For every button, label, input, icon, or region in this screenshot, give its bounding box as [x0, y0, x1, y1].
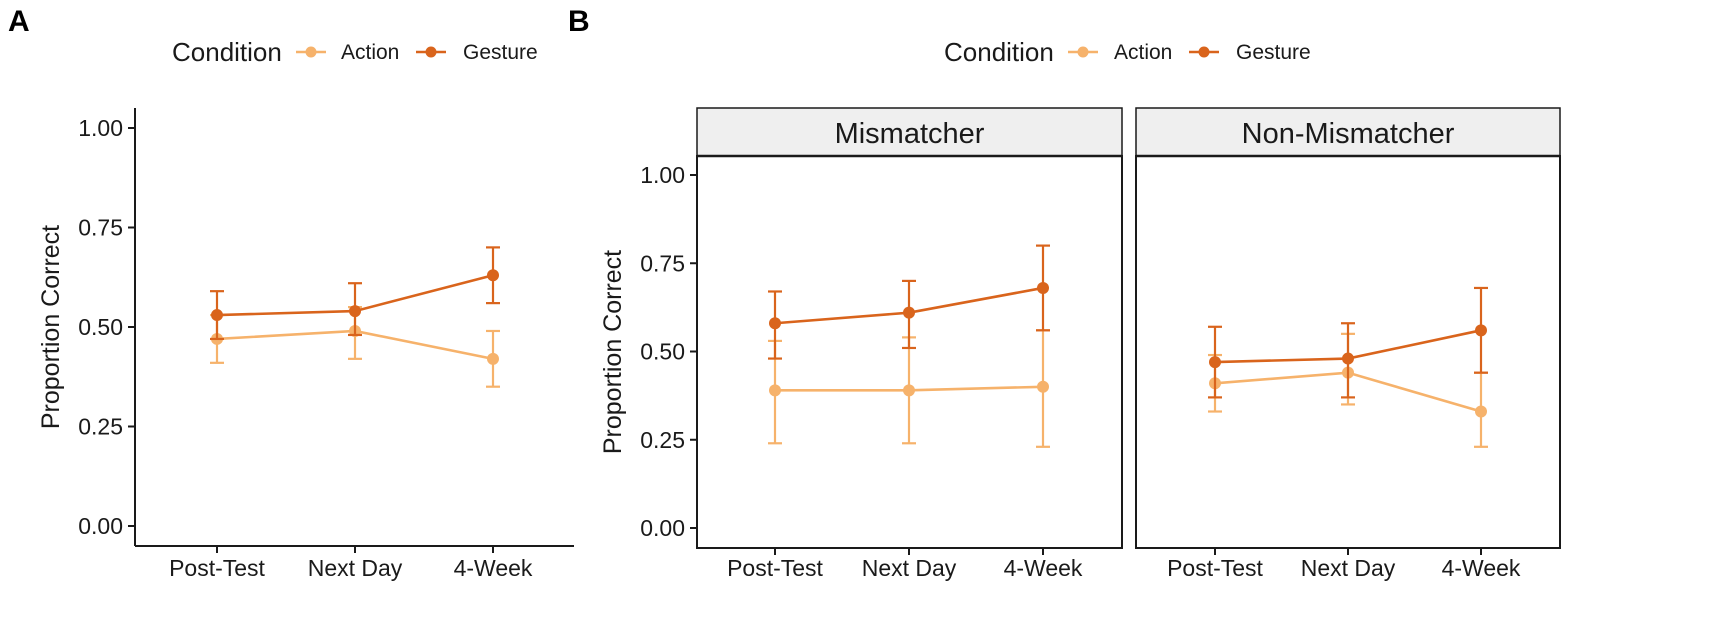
- mismatcher-x-tick-label: Post-Test: [727, 555, 823, 581]
- legend-b: Condition Action Gesture: [944, 37, 1311, 67]
- panel-a-marks: [210, 246, 500, 388]
- non-mismatcher-x-tick-label: 4-Week: [1442, 555, 1521, 581]
- mismatcher-y-tick-label: 0.25: [640, 427, 685, 453]
- non-mismatcher-gesture-point: [1475, 324, 1487, 337]
- legend-a-gesture-label: Gesture: [463, 41, 538, 64]
- panel-a-action-point: [487, 352, 499, 365]
- panel-a-y-axis-label: Proportion Correct: [37, 225, 65, 429]
- panel-a-x-tick-label: Next Day: [308, 555, 403, 581]
- non-mismatcher-gesture-point: [1209, 356, 1221, 369]
- legend-b-title: Condition: [944, 37, 1054, 67]
- mismatcher-x-tick-label: Next Day: [862, 555, 957, 581]
- mismatcher-gesture-point: [1037, 281, 1049, 294]
- panel-non-mismatcher-marks: [1208, 286, 1488, 448]
- mismatcher-gesture-point: [769, 317, 781, 330]
- panel-a-y-tick-label: 0.50: [78, 314, 123, 340]
- strip-mismatcher: [696, 107, 1123, 157]
- strip-non-mismatcher-label: Non-Mismatcher: [1242, 118, 1455, 150]
- panel-mismatcher-ticks: 0.00 0.25 0.50 0.75 1.00 Post-Test Next Day 4-W…: [640, 162, 1083, 581]
- mismatcher-y-tick-label: 0.75: [640, 250, 685, 276]
- panel-a-gesture-point: [349, 305, 361, 318]
- legend-a-action-label: Action: [341, 41, 399, 64]
- panel-a-ticks: 0.00 0.25 0.50 0.75 1.00 Post-Test Next Day 4-W…: [78, 115, 533, 581]
- strip-mismatcher-label: Mismatcher: [835, 118, 985, 150]
- panel-a-gesture-point: [211, 309, 223, 322]
- legend-b-action-marker: [1077, 46, 1089, 58]
- non-mismatcher-gesture-point: [1342, 352, 1354, 365]
- panel-letter-a: A: [8, 5, 30, 38]
- panel-a-y-tick-label: 0.75: [78, 215, 123, 241]
- mismatcher-action-point: [1037, 380, 1049, 393]
- mismatcher-y-tick-label: 0.00: [640, 515, 685, 541]
- panel-a-x-tick-label: 4-Week: [454, 555, 533, 581]
- panel-a-y-tick-label: 0.00: [78, 513, 123, 539]
- panel-b-y-axis-label: Proportion Correct: [599, 250, 627, 454]
- legend-b-gesture-marker: [1198, 46, 1210, 58]
- legend-a: Condition Action Gesture: [172, 37, 538, 67]
- panel-letter-b: B: [568, 5, 590, 38]
- mismatcher-series-gesture: [768, 244, 1050, 360]
- non-mismatcher-series-gesture: [1208, 286, 1488, 399]
- legend-a-action-marker: [305, 46, 317, 58]
- panel-a-series-gesture: [210, 246, 500, 341]
- mismatcher-y-tick-label: 0.50: [640, 339, 685, 365]
- chart-panel-non-mismatcher: Non-Mismatcher Post-Test Next Day 4-Week: [1135, 107, 1561, 581]
- non-mismatcher-action-point: [1475, 405, 1487, 418]
- panel-mismatcher-marks: [768, 244, 1050, 448]
- non-mismatcher-x-tick-label: Post-Test: [1167, 555, 1263, 581]
- mismatcher-action-point: [769, 384, 781, 397]
- panel-a-gesture-point: [487, 269, 499, 282]
- chart-panel-a: Proportion Correct 0.00 0.25 0.50 0.75 1.00 P…: [37, 108, 574, 581]
- panel-a-x-tick-label: Post-Test: [169, 555, 265, 581]
- mismatcher-series-action: [768, 329, 1050, 448]
- mismatcher-y-tick-label: 1.00: [640, 162, 685, 188]
- non-mismatcher-x-tick-label: Next Day: [1301, 555, 1396, 581]
- panel-a-y-tick-label: 0.25: [78, 414, 123, 440]
- mismatcher-x-tick-label: 4-Week: [1004, 555, 1083, 581]
- panel-a-y-tick-label: 1.00: [78, 115, 123, 141]
- legend-b-action-label: Action: [1114, 41, 1172, 64]
- mismatcher-gesture-point: [903, 306, 915, 319]
- mismatcher-action-point: [903, 384, 915, 397]
- chart-panel-mismatcher: Mismatcher Proportion Correct 0.000.250.…: [599, 107, 1123, 581]
- strip-non-mismatcher: [1135, 107, 1561, 157]
- panel-non-mismatcher-ticks: Post-Test Next Day 4-Week: [1167, 548, 1521, 581]
- legend-a-gesture-marker: [425, 46, 437, 58]
- legend-a-title: Condition: [172, 37, 282, 67]
- legend-b-gesture-label: Gesture: [1236, 41, 1311, 64]
